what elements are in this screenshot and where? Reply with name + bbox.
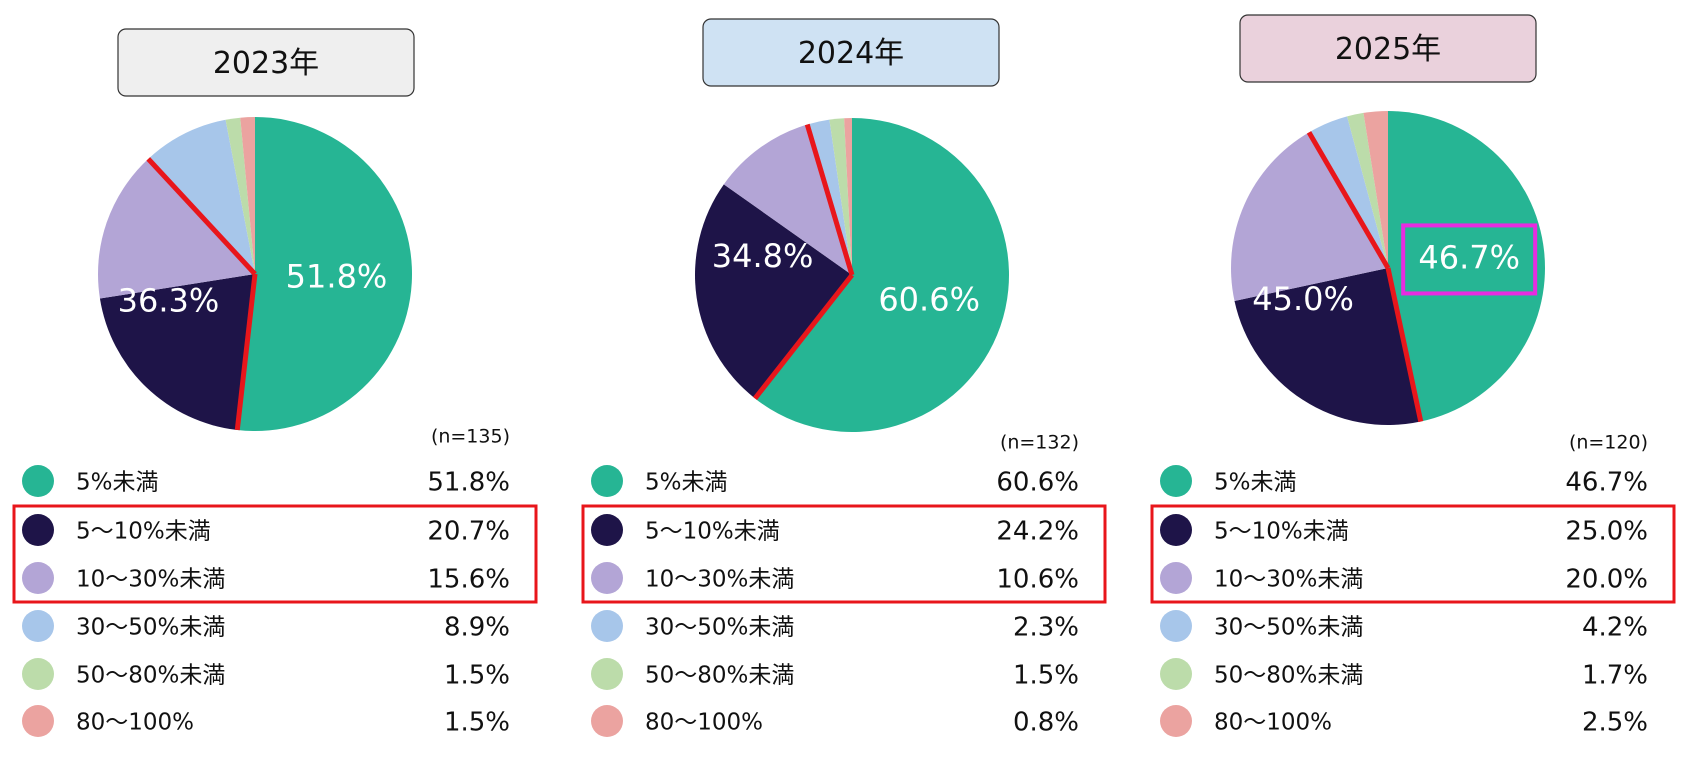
highlight-line <box>146 157 257 276</box>
legend-label: 30〜50%未満 <box>645 615 794 641</box>
legend-highlight <box>12 504 538 604</box>
pie-annotation: 36.3% <box>118 281 220 319</box>
legend-value: 20.7% <box>427 517 510 547</box>
chart-title: 2025年 <box>1335 32 1441 67</box>
legend-label: 80〜100% <box>1214 710 1332 736</box>
legend-swatch <box>22 562 54 594</box>
legend-swatch <box>22 514 54 546</box>
legend-label: 10〜30%未満 <box>645 567 794 593</box>
legend-swatch <box>22 705 54 737</box>
pie-annotation: 34.8% <box>712 237 814 275</box>
legend-swatch <box>1160 465 1192 497</box>
pie-label: 51.8% <box>286 258 388 296</box>
legend-label: 30〜50%未満 <box>76 615 225 641</box>
legend-label: 50〜80%未満 <box>1214 663 1363 689</box>
pie-slice <box>1363 111 1388 268</box>
pie-slice <box>99 274 256 430</box>
legend-value: 2.5% <box>1582 708 1648 738</box>
title-box <box>117 28 415 97</box>
legend-swatch <box>1160 610 1192 642</box>
pie-label: 46.7% <box>1418 238 1520 276</box>
legend-label: 5%未満 <box>1214 470 1297 496</box>
legend-highlight <box>581 504 1107 604</box>
legend-value: 25.0% <box>1565 517 1648 547</box>
pie-slice <box>844 118 852 275</box>
legend-swatch <box>591 562 623 594</box>
legend-value: 1.5% <box>444 661 510 691</box>
pie-slice <box>754 118 1009 432</box>
title-box <box>1239 14 1537 83</box>
highlight-line <box>234 273 258 431</box>
legend-swatch <box>1160 705 1192 737</box>
legend-swatch <box>22 658 54 690</box>
legend-highlight <box>1150 504 1676 604</box>
legend-value: 24.2% <box>996 517 1079 547</box>
value-label-highlight <box>1401 223 1538 296</box>
legend-swatch <box>591 514 623 546</box>
legend-swatch <box>591 705 623 737</box>
chart-title: 2023年 <box>213 46 319 81</box>
legend-value: 51.8% <box>427 468 510 498</box>
legend-swatch <box>1160 658 1192 690</box>
pie-slice <box>98 158 256 299</box>
legend-label: 30〜50%未満 <box>1214 615 1363 641</box>
pie-slice <box>148 119 255 274</box>
legend-swatch <box>591 465 623 497</box>
pie-slice <box>240 117 255 274</box>
chart-title: 2024年 <box>798 36 904 71</box>
pie-slice <box>1388 111 1546 422</box>
legend-swatch <box>22 465 54 497</box>
legend-swatch <box>1160 562 1192 594</box>
legend-label: 80〜100% <box>76 710 194 736</box>
legend-value: 1.7% <box>1582 661 1648 691</box>
highlight-line <box>1306 131 1391 270</box>
sample-size: (n=120) <box>1569 432 1648 454</box>
pie-slice <box>723 124 852 275</box>
pie-slice <box>695 184 852 399</box>
highlight-line <box>753 273 854 400</box>
legend-value: 4.2% <box>1582 613 1648 643</box>
legend-value: 10.6% <box>996 565 1079 595</box>
pie-slice <box>1231 132 1388 302</box>
legend-label: 5%未満 <box>76 470 159 496</box>
pie-slice <box>225 117 255 274</box>
legend-swatch <box>591 658 623 690</box>
legend-label: 5%未満 <box>645 470 728 496</box>
pie-slice <box>237 117 412 431</box>
legend-label: 10〜30%未満 <box>76 567 225 593</box>
legend-label: 5〜10%未満 <box>1214 519 1349 545</box>
pie-slice <box>1234 268 1421 425</box>
highlight-line <box>804 123 855 276</box>
sample-size: (n=132) <box>1000 432 1079 454</box>
pie-slice <box>1347 112 1388 268</box>
legend-label: 5〜10%未満 <box>76 519 211 545</box>
pie-label: 60.6% <box>878 281 980 319</box>
legend-label: 5〜10%未満 <box>645 519 780 545</box>
title-box <box>702 18 1000 87</box>
legend-value: 46.7% <box>1565 468 1648 498</box>
legend-label: 50〜80%未満 <box>645 663 794 689</box>
legend-swatch <box>22 610 54 642</box>
pie-slice <box>829 118 852 275</box>
legend-value: 1.5% <box>444 708 510 738</box>
legend-label: 50〜80%未満 <box>76 663 225 689</box>
legend-swatch <box>591 610 623 642</box>
legend-swatch <box>1160 514 1192 546</box>
legend-value: 0.8% <box>1013 708 1079 738</box>
pie-annotation: 45.0% <box>1252 280 1354 318</box>
legend-value: 1.5% <box>1013 661 1079 691</box>
highlight-line <box>1385 267 1424 423</box>
sample-size: (n=135) <box>431 426 510 448</box>
legend-label: 80〜100% <box>645 710 763 736</box>
legend-value: 2.3% <box>1013 613 1079 643</box>
legend-value: 20.0% <box>1565 565 1648 595</box>
legend-label: 10〜30%未満 <box>1214 567 1363 593</box>
legend-value: 60.6% <box>996 468 1079 498</box>
legend-value: 15.6% <box>427 565 510 595</box>
legend-value: 8.9% <box>444 613 510 643</box>
